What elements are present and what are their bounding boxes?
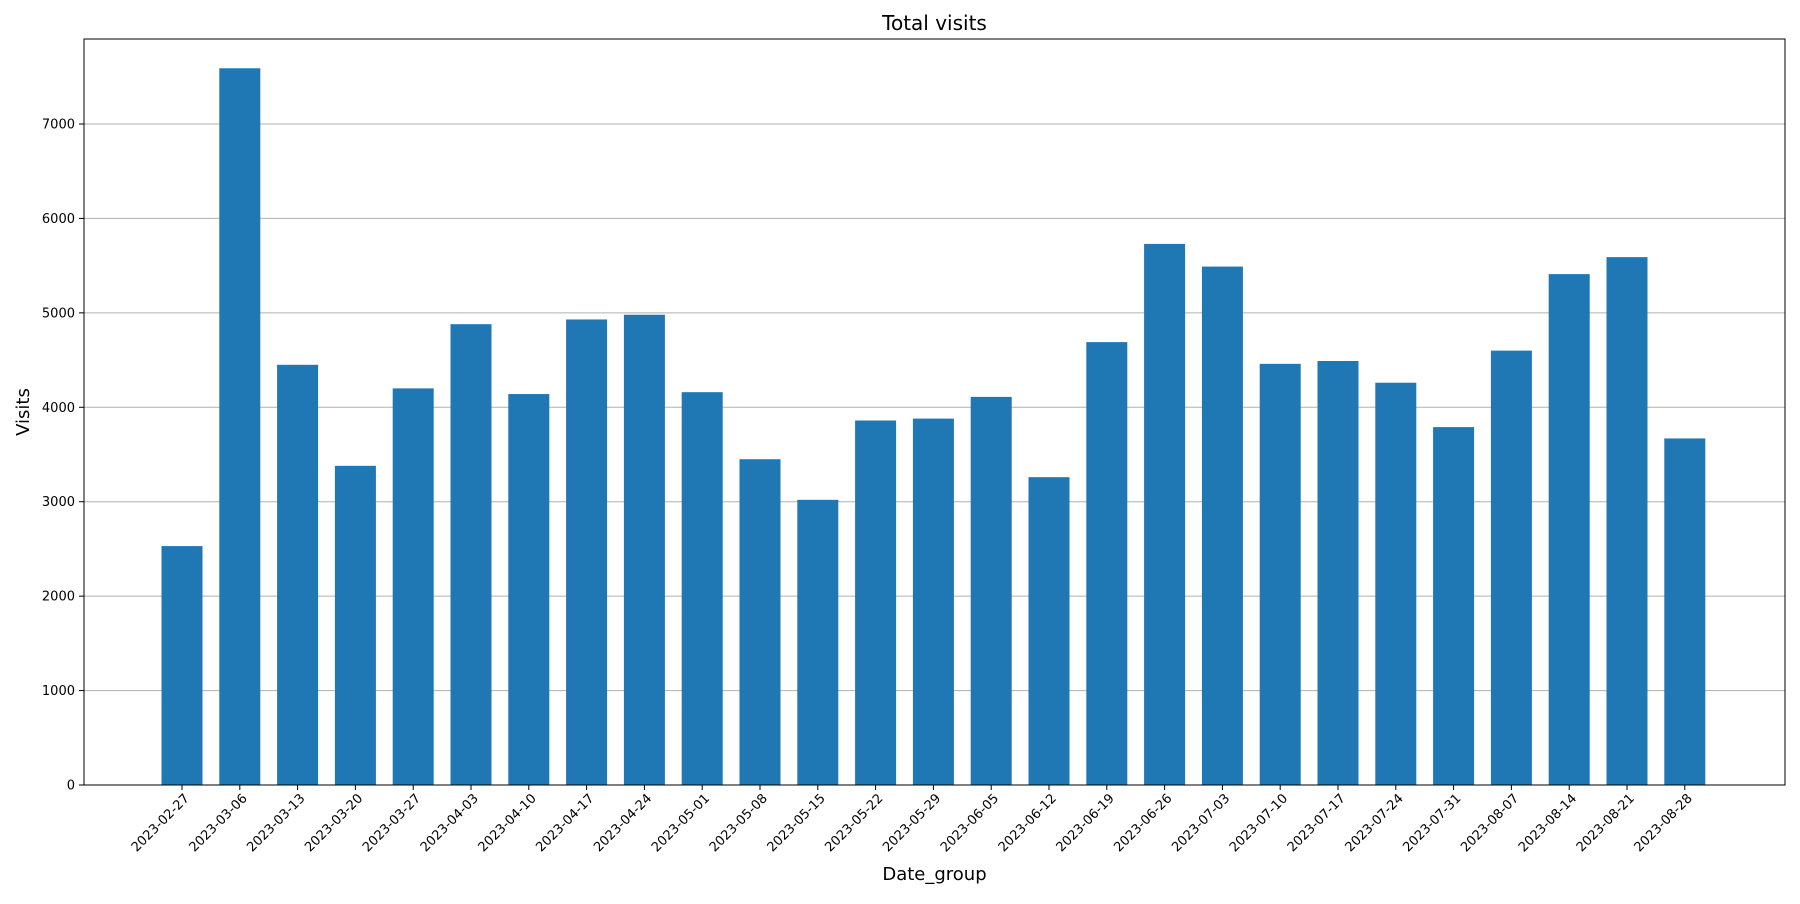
- bar-2023-07-03: [1201, 266, 1243, 785]
- bar-2023-04-03: [450, 324, 492, 785]
- bar-2023-03-20: [334, 465, 376, 785]
- x-tick-label: 2023-08-14: [1516, 791, 1580, 855]
- x-tick-label: 2023-05-01: [649, 791, 713, 855]
- y-tick-label: 1000: [42, 684, 75, 699]
- bar-2023-02-27: [161, 546, 203, 785]
- bar-2023-05-15: [797, 499, 839, 785]
- y-tick-label: 3000: [42, 495, 75, 510]
- y-tick-label: 4000: [42, 401, 75, 416]
- bar-2023-08-28: [1664, 438, 1706, 785]
- bar-2023-06-19: [1086, 342, 1128, 785]
- bar-2023-05-01: [681, 392, 723, 785]
- x-tick-label: 2023-07-03: [1169, 791, 1233, 855]
- bar-2023-05-22: [855, 420, 897, 785]
- bar-2023-04-10: [508, 394, 550, 785]
- x-axis-ticks: 2023-02-272023-03-062023-03-132023-03-20…: [129, 785, 1696, 855]
- bar-2023-07-10: [1259, 363, 1301, 785]
- x-tick-label: 2023-05-15: [765, 791, 829, 855]
- x-tick-label: 2023-04-17: [533, 791, 597, 855]
- x-tick-label: 2023-08-28: [1632, 791, 1696, 855]
- y-tick-label: 5000: [42, 306, 75, 321]
- x-tick-label: 2023-04-10: [476, 791, 540, 855]
- x-tick-label: 2023-06-26: [1111, 791, 1175, 855]
- x-tick-label: 2023-02-27: [129, 791, 193, 855]
- bar-2023-07-17: [1317, 361, 1359, 785]
- bar-2023-07-24: [1375, 382, 1417, 785]
- bar-2023-03-27: [392, 388, 434, 785]
- bar-2023-08-07: [1490, 350, 1532, 785]
- x-tick-label: 2023-03-20: [302, 791, 366, 855]
- bar-2023-05-29: [912, 418, 954, 785]
- bar-2023-03-13: [277, 364, 319, 785]
- bar-2023-06-12: [1028, 477, 1070, 785]
- x-tick-label: 2023-07-10: [1227, 791, 1291, 855]
- x-tick-label: 2023-03-13: [244, 791, 308, 855]
- chart-title: Total visits: [881, 11, 987, 35]
- x-tick-label: 2023-04-03: [418, 791, 482, 855]
- y-axis-ticks: 0 1000 2000 3000 4000 5000 6000 7000: [42, 117, 84, 794]
- bar-2023-04-24: [623, 314, 665, 785]
- x-tick-label: 2023-08-21: [1574, 791, 1638, 855]
- y-axis-label: Visits: [13, 388, 34, 436]
- bar-2023-06-26: [1144, 243, 1186, 785]
- y-tick-label: 7000: [42, 117, 75, 132]
- y-tick-label: 6000: [42, 212, 75, 227]
- x-tick-label: 2023-07-17: [1285, 791, 1349, 855]
- x-tick-label: 2023-07-24: [1343, 791, 1407, 855]
- bars: [161, 68, 1706, 786]
- bar-2023-08-21: [1606, 257, 1648, 786]
- bar-2023-05-08: [739, 459, 781, 785]
- x-tick-label: 2023-06-05: [938, 791, 1002, 855]
- x-tick-label: 2023-03-06: [187, 791, 251, 855]
- x-tick-label: 2023-06-12: [996, 791, 1060, 855]
- x-axis-label: Date_group: [882, 864, 986, 885]
- x-tick-label: 2023-05-29: [880, 791, 944, 855]
- x-tick-label: 2023-05-22: [822, 791, 886, 855]
- plot-frame: [83, 38, 1786, 786]
- bar-2023-08-14: [1548, 274, 1590, 785]
- x-tick-label: 2023-07-31: [1400, 791, 1464, 855]
- y-tick-label: 2000: [42, 590, 75, 605]
- bar-2023-07-31: [1433, 427, 1475, 785]
- y-tick-label: 0: [67, 779, 75, 794]
- x-tick-label: 2023-06-19: [1054, 791, 1118, 855]
- bar-2023-04-17: [566, 319, 608, 785]
- x-tick-label: 2023-04-24: [591, 791, 655, 855]
- bar-2023-06-05: [970, 396, 1012, 785]
- x-tick-label: 2023-03-27: [360, 791, 424, 855]
- x-tick-label: 2023-05-08: [707, 791, 771, 855]
- x-tick-label: 2023-08-07: [1458, 791, 1522, 855]
- bar-2023-03-06: [219, 68, 261, 785]
